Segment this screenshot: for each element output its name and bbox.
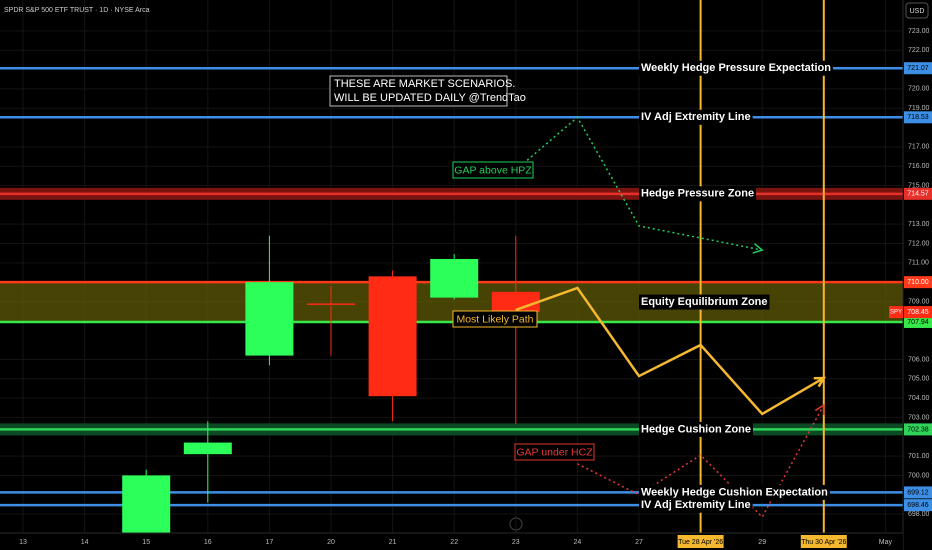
x-tick-label: Thu 30 Apr '26 — [801, 539, 846, 546]
x-tick-label: 24 — [574, 539, 582, 546]
path-arrowhead — [752, 243, 764, 254]
price-badge-label: 710.00 — [907, 279, 929, 286]
level-name: IV Adj Extremity Line — [641, 499, 751, 511]
x-tick-label: 15 — [142, 539, 150, 546]
price-badge-label: 707.94 — [907, 319, 929, 326]
path-label: GAP above HPZ — [454, 164, 532, 176]
path-label-box — [452, 161, 534, 179]
y-tick-label: 715.00 — [908, 182, 930, 189]
price-badge — [904, 315, 932, 328]
y-tick-label: 719.00 — [908, 105, 930, 112]
currency-label[interactable]: USD — [910, 8, 925, 15]
x-tick-label: 14 — [81, 539, 89, 546]
notice-line: WILL BE UPDATED DAILY @TrendTao — [334, 92, 526, 104]
y-tick-label: 722.00 — [908, 47, 930, 54]
price-axis — [903, 0, 932, 550]
candle-body — [307, 303, 355, 305]
y-tick-label: 703.00 — [908, 414, 930, 421]
level-name-bg — [639, 421, 753, 437]
x-tick-label: 23 — [512, 539, 520, 546]
path-label: Most Likely Path — [456, 313, 533, 325]
x-tick-label: 27 — [635, 539, 643, 546]
price-badge — [904, 423, 932, 436]
x-tick-label: 17 — [266, 539, 274, 546]
level-name: Hedge Cushion Zone — [641, 423, 751, 435]
level-name-bg — [639, 294, 770, 310]
y-tick-label: 698.00 — [908, 511, 930, 518]
level-name: Equity Equilibrium Zone — [641, 296, 768, 308]
currency-button[interactable] — [905, 2, 929, 19]
x-tick-label: 20 — [327, 539, 335, 546]
date-highlight — [800, 535, 847, 548]
price-badge-label: 714.57 — [907, 191, 929, 198]
price-badge — [904, 276, 932, 289]
level-name: IV Adj Extremity Line — [641, 111, 751, 123]
x-tick-label: Tue 28 Apr '26 — [678, 539, 723, 546]
price-badge — [904, 62, 932, 75]
level-name: Weekly Hedge Pressure Expectation — [641, 62, 831, 74]
symbol-badge-label: SPY — [890, 310, 902, 316]
price-badge-label: 702.38 — [907, 426, 929, 433]
x-tick-label: 21 — [389, 539, 397, 546]
level-name-bg — [639, 186, 757, 202]
level-name-bg — [639, 109, 753, 125]
price-badge — [904, 499, 932, 512]
y-tick-label: 704.00 — [908, 395, 930, 402]
y-tick-label: 709.00 — [908, 298, 930, 305]
y-tick-label: 717.00 — [908, 144, 930, 151]
notice-box — [329, 75, 508, 107]
scenario-path — [577, 404, 825, 519]
y-tick-label: 705.00 — [908, 376, 930, 383]
y-tick-label: 712.00 — [908, 240, 930, 247]
scenario-path — [515, 286, 825, 416]
path-label-box — [452, 310, 538, 328]
symbol-badge — [889, 306, 903, 319]
x-tick-label: May — [879, 539, 893, 546]
scenario-path — [515, 116, 763, 251]
path-label-box — [514, 443, 595, 461]
price-badge — [904, 111, 932, 124]
path-label: GAP under HCZ — [516, 446, 593, 458]
last-price-badge — [904, 306, 932, 319]
level-name-bg — [639, 497, 753, 513]
y-tick-label: 700.00 — [908, 472, 930, 479]
y-tick-label: 716.00 — [908, 163, 930, 170]
date-highlight — [677, 535, 724, 548]
candle-body — [491, 291, 540, 313]
price-badge — [904, 187, 932, 200]
time-axis — [0, 533, 903, 550]
path-arrowhead — [813, 376, 827, 388]
x-tick-label: 29 — [758, 539, 766, 546]
candle-body — [183, 442, 232, 455]
candle-body — [245, 282, 294, 356]
level-name-bg — [639, 484, 830, 500]
notice-line: THESE ARE MARKET SCENARIOS. — [334, 78, 515, 90]
level-name: Weekly Hedge Cushion Expectation — [641, 486, 828, 498]
y-tick-label: 706.00 — [908, 356, 930, 363]
level-name-bg — [639, 60, 833, 76]
x-tick-label: 16 — [204, 539, 212, 546]
level-name: Hedge Pressure Zone — [641, 188, 754, 200]
price-badge-label: 718.53 — [907, 114, 929, 121]
path-arrowhead — [814, 403, 825, 416]
chart-header: SPDR S&P 500 ETF TRUST · 1D · NYSE Arca — [4, 7, 150, 14]
candle-body — [122, 475, 171, 534]
x-tick-label: 13 — [19, 539, 27, 546]
price-badge — [904, 486, 932, 499]
y-tick-label: 713.00 — [908, 221, 930, 228]
candle-body — [368, 276, 417, 397]
y-tick-label: 711.00 — [908, 260, 929, 267]
price-badge-label: 698.46 — [907, 502, 929, 509]
price-badge-label: 699.12 — [907, 489, 929, 496]
last-price-label: 708.45 — [907, 309, 929, 316]
y-tick-label: 701.00 — [908, 453, 930, 460]
watermark-icon — [509, 517, 523, 531]
y-tick-label: 723.00 — [908, 28, 930, 35]
price-badge-label: 721.07 — [907, 65, 929, 72]
y-tick-label: 720.00 — [908, 86, 930, 93]
candle-body — [430, 258, 479, 298]
x-tick-label: 22 — [450, 539, 458, 546]
